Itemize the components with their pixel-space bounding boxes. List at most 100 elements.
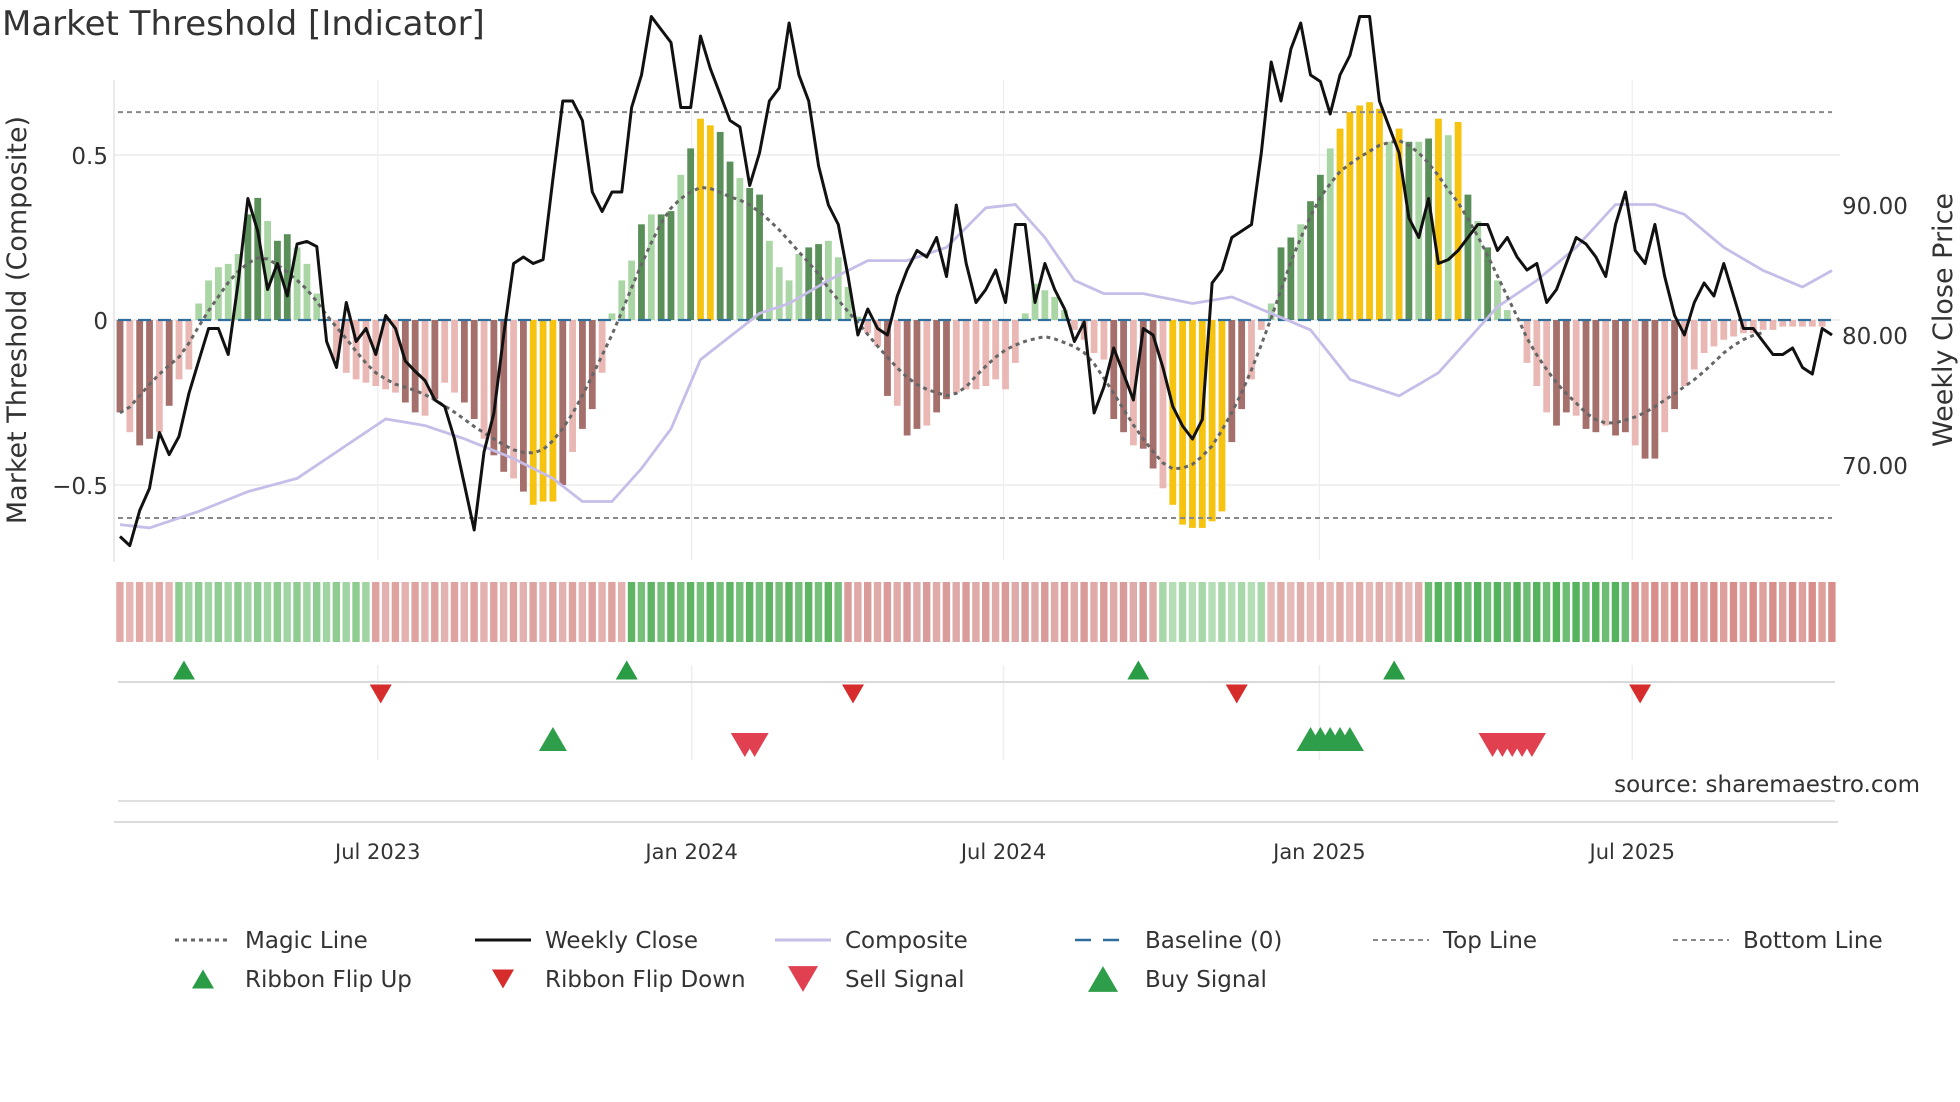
buy-signal-marker (1335, 726, 1364, 752)
histogram-bar (687, 148, 695, 320)
legend-label: Bottom Line (1743, 928, 1883, 954)
ribbon-cell (1306, 582, 1315, 642)
legend-label: Weekly Close (545, 928, 698, 954)
ribbon-cell (126, 582, 134, 642)
histogram-bar (864, 320, 872, 334)
ribbon-cell (755, 582, 764, 642)
ribbon-cell (352, 582, 360, 642)
histogram-bar (1572, 320, 1580, 416)
x-tick-label: Jan 2024 (643, 840, 738, 864)
histogram-bar (333, 320, 340, 360)
histogram-bar (569, 320, 576, 452)
legend-label: Composite (845, 928, 968, 954)
histogram-bar (1562, 320, 1570, 413)
ribbon-cell (165, 582, 173, 642)
histogram-bar (1208, 320, 1216, 522)
ribbon-cell (283, 582, 291, 642)
ribbon-cell (185, 582, 193, 642)
ribbon-cell (1542, 582, 1551, 642)
ribbon-cell (1769, 582, 1777, 642)
ribbon-cell (962, 582, 970, 642)
ribbon-cell (1660, 582, 1669, 642)
page-title: Market Threshold [Indicator] (2, 4, 485, 44)
ribbon-cell (863, 582, 872, 642)
histogram-bar (1612, 320, 1619, 436)
histogram-bar (1376, 108, 1383, 320)
histogram-bar (943, 320, 950, 400)
histogram-bar (244, 214, 252, 320)
legend-swatch (1088, 966, 1118, 992)
ribbon-cell (1050, 582, 1059, 642)
legend-item-sell: Sell Signal (788, 966, 965, 993)
histogram-bar (1454, 122, 1462, 320)
ribbon-cell (1444, 582, 1452, 642)
y-tick-label: 0.5 (71, 144, 108, 170)
ribbon-cell (1739, 582, 1748, 642)
ribbon-cell (1582, 582, 1590, 642)
histogram-bar (116, 320, 124, 413)
histogram-bar (1631, 320, 1639, 446)
histogram-bar (1100, 320, 1108, 360)
histogram-bar (1238, 320, 1246, 410)
histogram-bar (1405, 141, 1413, 320)
ribbon-cell (1287, 582, 1295, 642)
ribbon-cell (293, 582, 301, 642)
ribbon-cell (1001, 582, 1010, 642)
ribbon-cell (873, 582, 882, 642)
ribbon-cell (1719, 582, 1728, 642)
histogram-bar (657, 214, 665, 320)
legend-item-composite: Composite (775, 928, 968, 954)
ribbon-cell (1493, 582, 1502, 642)
ribbon-layer (116, 582, 1836, 642)
ribbon-cell (598, 582, 606, 642)
histogram-bar (1385, 141, 1393, 320)
histogram-bar (126, 320, 134, 433)
ribbon-cell (913, 582, 921, 642)
ribbon-cell (519, 582, 528, 642)
ribbon-cell (1601, 582, 1610, 642)
histogram-bar (588, 320, 596, 410)
ribbon-cell (745, 582, 754, 642)
ribbon-cell (1729, 582, 1738, 642)
ribbon-cell (1464, 582, 1472, 642)
histogram-bar (205, 280, 212, 320)
ribbon-cell (1749, 582, 1757, 642)
histogram-bar (726, 161, 734, 320)
ribbon-cell (1592, 582, 1600, 642)
legend-item-bottom: Bottom Line (1673, 928, 1883, 954)
histogram-bar (1267, 303, 1275, 320)
ribbon-cell (1100, 582, 1108, 642)
ribbon-cell (923, 582, 931, 642)
histogram-bar (933, 320, 941, 413)
ribbon-cell (1828, 582, 1836, 642)
ribbon-cell (1365, 582, 1374, 642)
histogram-bar (1730, 320, 1738, 337)
histogram-bar (1749, 320, 1757, 334)
histogram-bar (647, 214, 655, 320)
histogram-bar (283, 234, 291, 320)
histogram-bar (1808, 320, 1816, 327)
ribbon-cell (460, 582, 468, 642)
y2-tick-label: 90.00 (1842, 194, 1908, 220)
ribbon-cell (391, 582, 400, 642)
histogram-bar (175, 320, 183, 380)
ribbon-cell (381, 582, 390, 642)
ribbon-cell (1385, 582, 1393, 642)
ribbon-cell (814, 582, 823, 642)
ribbon-flip-up-marker (1127, 660, 1150, 680)
ribbon-cell (1031, 582, 1039, 642)
ribbon-cell (1237, 582, 1246, 642)
ribbon-cell (1021, 582, 1029, 642)
histogram-bar (1179, 320, 1187, 525)
histogram-bar (706, 125, 714, 320)
histogram-bar (274, 240, 281, 320)
histogram-bar (1641, 320, 1649, 459)
ribbon-cell (1119, 582, 1128, 642)
axes-layer: 0.5 0 −0.5 90.00 80.00 70.00 Jul 2023 Jan 2024 J… (2, 116, 1959, 864)
histogram-bar (1297, 224, 1305, 320)
ribbon-cell (1808, 582, 1816, 642)
histogram-bar (520, 320, 527, 492)
ribbon-cell (932, 582, 941, 642)
ribbon-cell (1651, 582, 1659, 642)
ribbon-cell (1355, 582, 1364, 642)
